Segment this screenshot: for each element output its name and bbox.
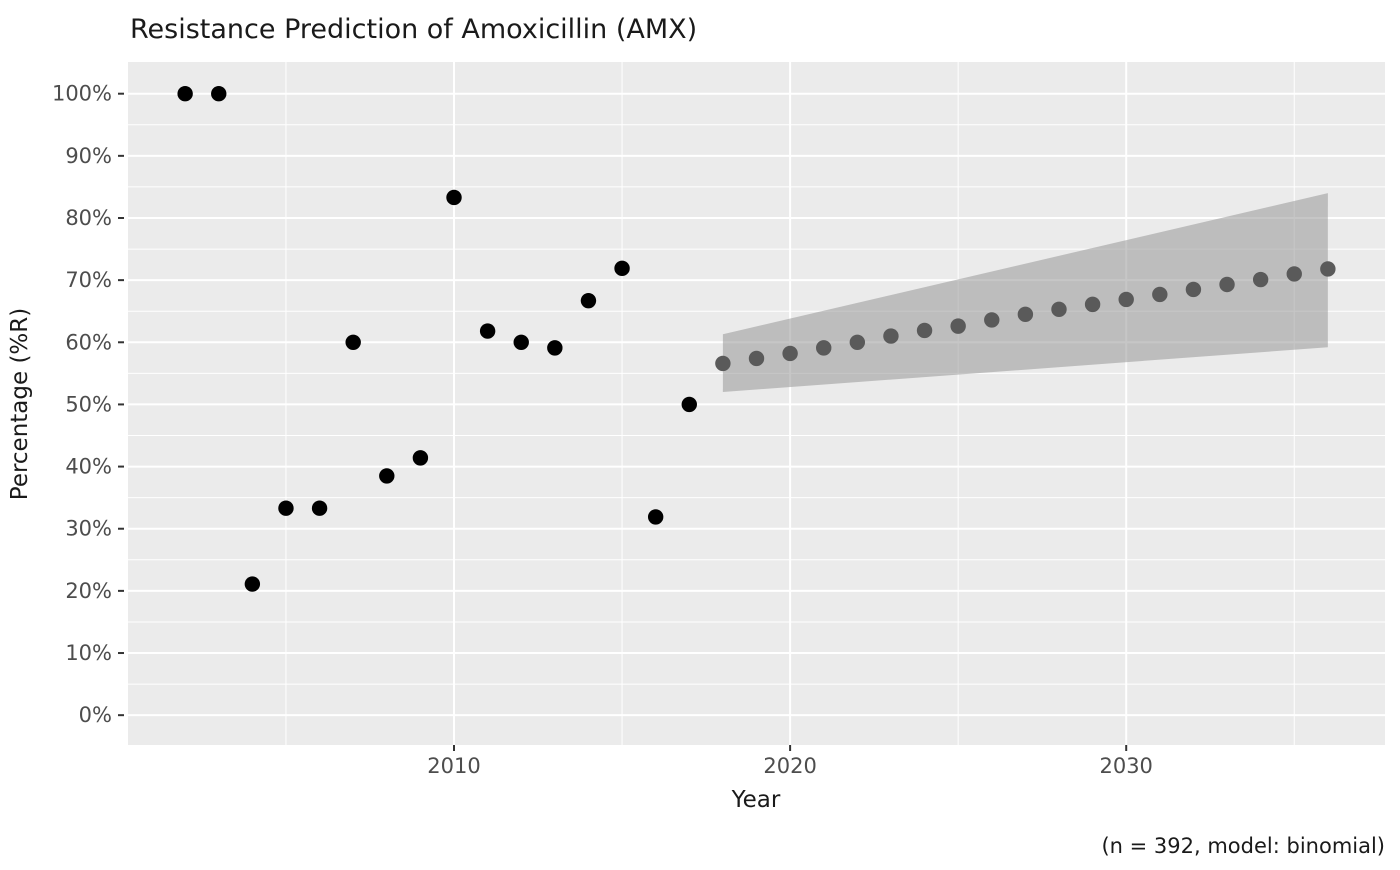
observed-point [479,323,496,339]
chart-caption: (n = 392, model: binomial) [1101,834,1385,858]
predicted-point [1084,296,1101,313]
y-tick-label: 0% [79,703,112,727]
observed-point [446,189,462,206]
predicted-point [1219,276,1235,293]
observed-point [211,85,227,102]
predicted-point [1017,306,1034,323]
y-tick-label: 60% [65,330,112,354]
chart-title: Resistance Prediction of Amoxicillin (AM… [130,14,697,45]
predicted-point [782,345,798,362]
data-points-layer [177,85,1336,592]
x-axis-title: Year [731,787,781,813]
observed-point [547,340,563,356]
predicted-point [748,350,765,367]
predicted-point [1320,261,1336,277]
y-tick-label: 40% [65,455,112,479]
confidence-ribbon-layer [722,193,1328,393]
y-tick-label: 70% [65,268,112,292]
y-tick-label: 100% [52,82,112,106]
predicted-point [1152,286,1168,303]
y-tick-label: 30% [65,517,112,541]
predicted-point [984,312,1000,328]
observed-point [647,509,664,525]
x-tick-label: 2010 [427,754,480,778]
y-tick-label: 20% [65,579,112,603]
predicted-point [1286,266,1302,282]
x-tick-label: 2030 [1099,754,1152,778]
axis-tick-labels: 2010 2020 2030 0% 10% 20% 30% 40% 50% 60% 70% 80% 90… [52,82,1153,778]
predicted-point [1118,291,1134,308]
predicted-point [816,340,832,356]
y-axis-title: Percentage (%R) [7,308,33,500]
observed-point [681,396,697,413]
predicted-point [1051,301,1067,318]
axis-tick-marks [118,92,1128,751]
predicted-point [715,355,731,372]
observed-point [580,292,597,309]
predicted-point [916,322,933,339]
y-tick-label: 80% [65,206,112,230]
predicted-point [849,334,866,350]
confidence-ribbon [722,193,1328,393]
y-tick-label: 10% [65,641,112,665]
observed-point [311,500,328,516]
observed-point [244,576,261,592]
x-tick-label: 2020 [763,754,816,778]
predicted-point [883,328,899,344]
observed-point [412,450,429,466]
y-tick-label: 90% [65,144,112,168]
predicted-point [1252,271,1269,288]
predicted-point [950,318,966,334]
observed-point [345,334,361,350]
observed-point [614,260,630,277]
observed-point [177,85,193,102]
y-tick-label: 50% [65,392,112,416]
observed-point [278,500,294,516]
predicted-point [1185,281,1202,298]
observed-point [513,334,529,350]
major-gridlines [128,62,1385,745]
observed-point [379,468,395,484]
